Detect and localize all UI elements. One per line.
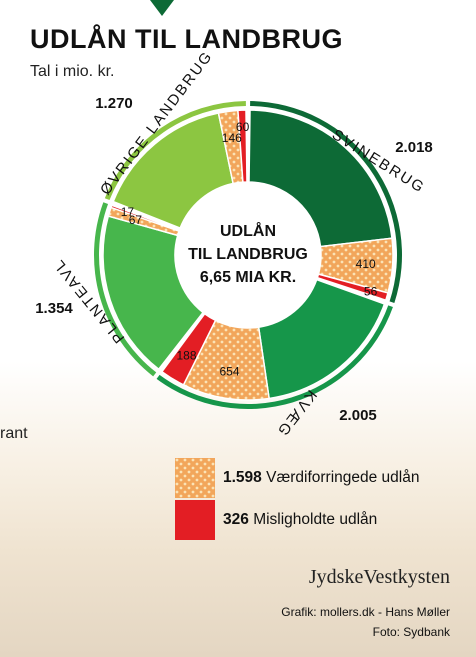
segment-svinebrug-other [248, 109, 393, 248]
corner-marker [150, 0, 174, 16]
brand-logo-text: JydskeVestkysten [308, 566, 450, 588]
total-label-kvaeg: 2.005 [339, 407, 377, 424]
total-label-svinebrug: 2.018 [395, 139, 433, 156]
legend-value-impaired: 1.598 [223, 469, 262, 486]
legend-value-default: 326 [223, 511, 249, 528]
chart-subtitle: Tal i mio. kr. [30, 63, 115, 80]
legend-item-impaired: 1.598 Værdiforringede udlån [175, 458, 419, 498]
legend-item-default: 326 Misligholdte udlån [175, 500, 377, 540]
cut-off-text: rant [0, 425, 28, 442]
segment-label-planteavl-default: 17 [121, 205, 135, 219]
legend-text-impaired: Værdiforringede udlån [266, 469, 420, 486]
segment-label-ovrige-landbrug-impaired: 146 [222, 131, 242, 145]
outer-ring-planteavl [94, 202, 157, 377]
segment-label-planteavl-impaired: 67 [129, 213, 143, 227]
graphic-credit: Grafik: mollers.dk - Hans Møller [281, 605, 450, 619]
center-label-line-1: UDLÅN [220, 221, 276, 240]
legend-label-impaired: 1.598 Værdiforringede udlån [223, 469, 419, 487]
segment-label-kvaeg-default: 188 [176, 349, 196, 363]
segment-label-ovrige-landbrug-default: 60 [236, 120, 250, 134]
center-label-line-3: 6,65 MIA KR. [200, 269, 296, 286]
chart-title: UDLÅN TIL LANDBRUG [30, 24, 343, 54]
center-label-line-2: TIL LANDBRUG [188, 246, 308, 263]
segment-label-kvaeg-impaired: 654 [219, 365, 239, 379]
legend-label-default: 326 Misligholdte udlån [223, 511, 377, 529]
outer-ring-ovrige-landbrug [104, 101, 246, 201]
legend-text-default: Misligholdte udlån [253, 511, 378, 528]
donut-hole [175, 182, 321, 328]
photo-credit: Foto: Sydbank [372, 625, 450, 639]
legend-swatch-default [175, 500, 215, 540]
total-label-planteavl: 1.354 [35, 300, 73, 317]
segment-label-svinebrug-impaired: 410 [356, 257, 376, 271]
legend-swatch-impaired [175, 458, 215, 498]
total-label-ovrige-landbrug: 1.270 [95, 95, 133, 112]
segment-label-svinebrug-default: 56 [364, 285, 378, 299]
